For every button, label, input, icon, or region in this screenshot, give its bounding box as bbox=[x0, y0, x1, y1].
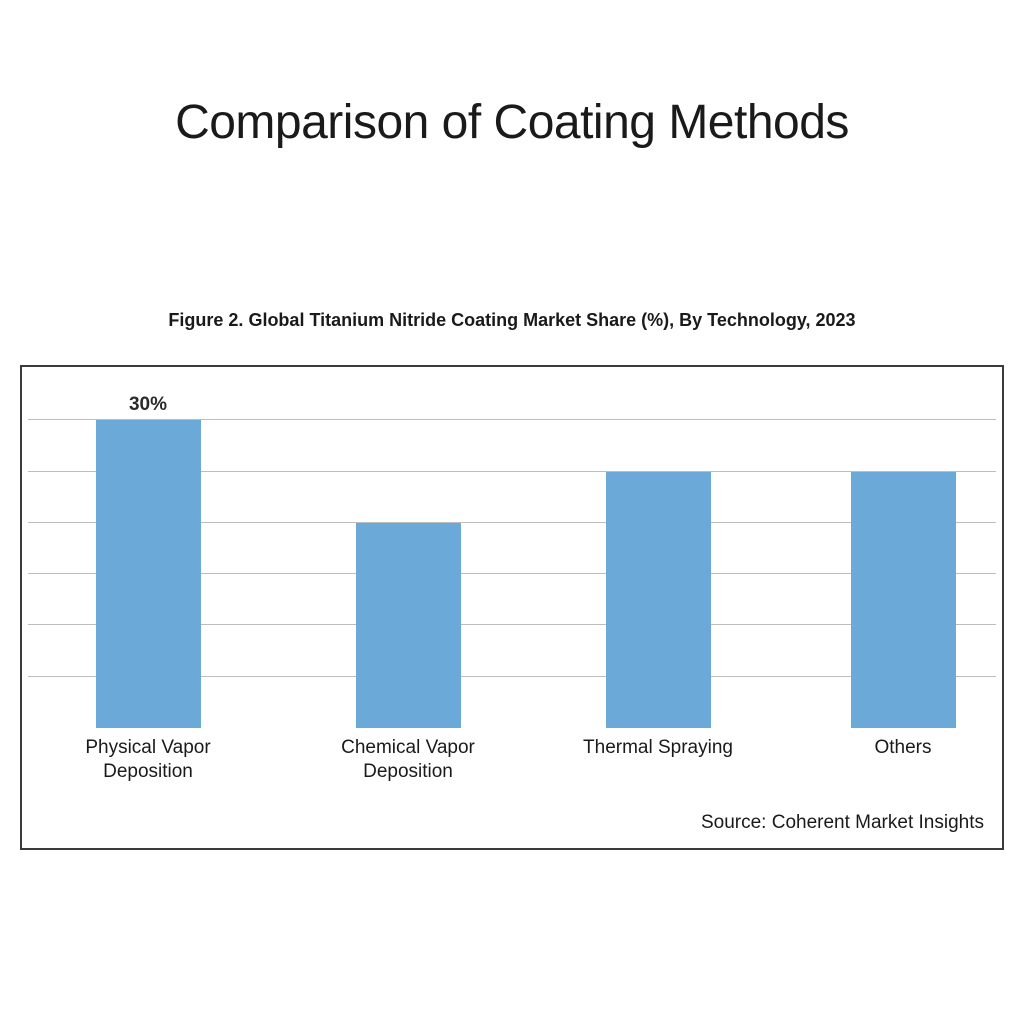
bar bbox=[96, 420, 201, 728]
bars-layer: 30% bbox=[28, 373, 996, 728]
bar bbox=[356, 523, 461, 728]
x-axis-label: Physical Vapor Deposition bbox=[85, 736, 210, 784]
bar bbox=[606, 472, 711, 728]
x-axis-label: Others bbox=[874, 736, 931, 760]
x-axis-labels: Physical Vapor Deposition Chemical Vapor … bbox=[28, 736, 996, 796]
source-attribution: Source: Coherent Market Insights bbox=[701, 812, 984, 834]
x-axis-label: Thermal Spraying bbox=[583, 736, 733, 760]
page-title: Comparison of Coating Methods bbox=[0, 95, 1024, 150]
bar-value-label: 30% bbox=[129, 394, 167, 416]
chart-frame: 30% Physical Vapor Deposition Chemical Va… bbox=[20, 365, 1004, 850]
bar bbox=[851, 472, 956, 728]
x-axis-label: Chemical Vapor Deposition bbox=[341, 736, 475, 784]
figure-caption: Figure 2. Global Titanium Nitride Coatin… bbox=[0, 310, 1024, 331]
